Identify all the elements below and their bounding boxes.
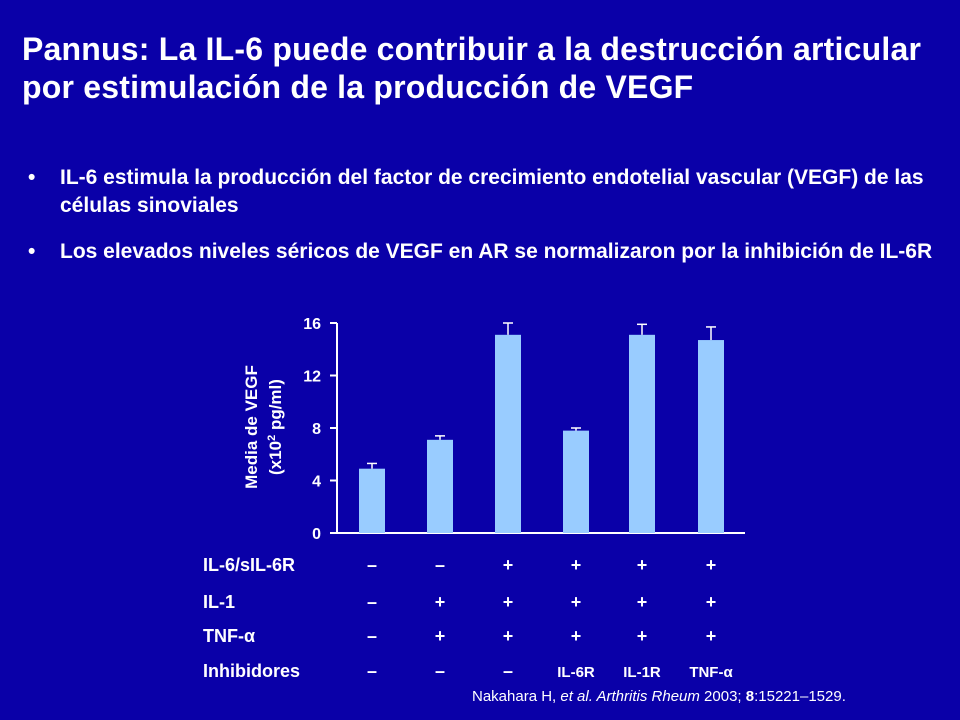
condition-cell: –	[435, 555, 445, 575]
citation: Nakahara H, et al. Arthritis Rheum 2003;…	[472, 688, 846, 705]
citation-etal: et al.	[560, 688, 593, 705]
citation-journal: Arthritis Rheum	[592, 688, 700, 705]
condition-cell: +	[571, 626, 582, 646]
condition-cell: +	[503, 626, 514, 646]
condition-cell: +	[706, 592, 717, 612]
condition-cell: +	[503, 555, 514, 575]
condition-cell: –	[367, 592, 377, 612]
bar	[495, 334, 521, 533]
condition-cell: –	[503, 661, 513, 681]
condition-cell: +	[637, 626, 648, 646]
bar	[629, 334, 655, 533]
bullet-list: • IL-6 estimula la producción del factor…	[28, 164, 938, 266]
y-tick-label: 4	[312, 474, 321, 491]
bar	[563, 430, 589, 533]
y-tick-label: 8	[312, 421, 321, 438]
condition-cell: IL-1R	[623, 664, 661, 681]
bullet-symbol: •	[28, 240, 36, 263]
condition-cell: +	[503, 592, 514, 612]
y-axis-unit-sup: 2	[266, 435, 278, 441]
y-axis-label-line2: (x102 pg/ml)	[266, 379, 285, 475]
y-axis-unit-post: pg/ml)	[266, 379, 285, 435]
bullet-item: • IL-6 estimula la producción del factor…	[28, 164, 938, 220]
bar	[698, 340, 724, 533]
condition-row-label: Inhibidores	[203, 661, 300, 681]
condition-cell: TNF-α	[689, 664, 733, 681]
bar	[427, 439, 453, 533]
y-tick-label: 12	[303, 369, 321, 386]
condition-cell: –	[367, 626, 377, 646]
condition-cell: +	[571, 555, 582, 575]
condition-cell: IL-6R	[557, 664, 595, 681]
condition-cell: –	[435, 661, 445, 681]
condition-cell: +	[435, 626, 446, 646]
condition-table: IL-6/sIL-6R – – + + + + IL-1 – + + + + + TNF-α – + + + + + In…	[203, 555, 733, 681]
page-title: Pannus: La IL-6 puede contribuir a la de…	[22, 31, 922, 105]
citation-year: 2003;	[699, 688, 746, 705]
condition-cell: +	[706, 555, 717, 575]
bar	[359, 468, 385, 533]
bullet-symbol: •	[28, 166, 36, 189]
y-tick-label: 16	[303, 316, 321, 333]
bullet-text: Los elevados niveles séricos de VEGF en …	[60, 240, 933, 263]
chart-bars	[359, 322, 724, 533]
y-axis-label-line1: Media de VEGF	[242, 365, 261, 489]
condition-row-label: IL-1	[203, 592, 235, 612]
condition-row-label: TNF-α	[203, 626, 255, 646]
y-axis-unit-pre: (x10	[266, 441, 285, 475]
citation-volume: 8	[745, 688, 755, 705]
condition-cell: –	[367, 661, 377, 681]
citation-authors: Nakahara H,	[472, 688, 561, 705]
condition-cell: +	[571, 592, 582, 612]
condition-cell: +	[435, 592, 446, 612]
condition-cell: +	[637, 555, 648, 575]
chart-axes: 0 4 8 12 16	[303, 316, 745, 543]
condition-row-label: IL-6/sIL-6R	[203, 555, 295, 575]
citation-pages: :15221–1529.	[754, 688, 846, 705]
bullet-text: IL-6 estimula la producción del factor d…	[60, 166, 924, 217]
condition-cell: –	[367, 555, 377, 575]
bullet-item: • Los elevados niveles séricos de VEGF e…	[28, 238, 938, 266]
condition-cell: +	[637, 592, 648, 612]
y-tick-label: 0	[312, 526, 321, 543]
condition-cell: +	[706, 626, 717, 646]
